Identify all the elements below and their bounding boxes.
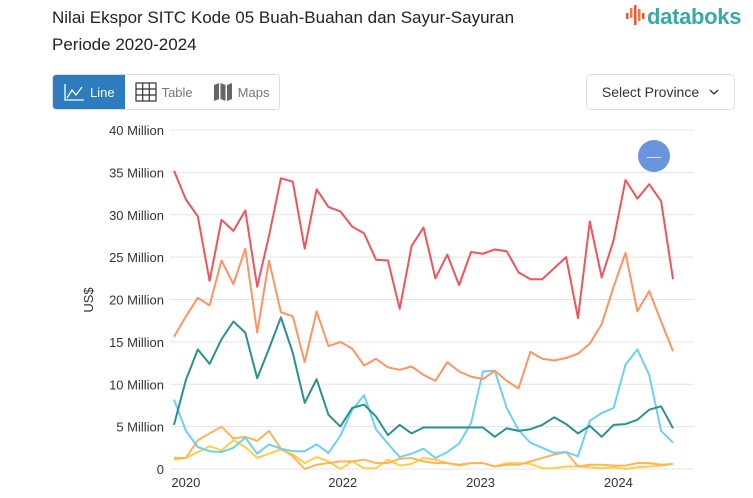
table-icon bbox=[134, 82, 157, 102]
zoom-out-label: — bbox=[647, 148, 661, 164]
tab-line-label: Line bbox=[90, 84, 115, 100]
y-tick-label: 5 Million bbox=[116, 420, 164, 435]
province-select[interactable]: Select Province bbox=[586, 74, 735, 110]
province-select-label: Select Province bbox=[601, 84, 700, 100]
y-tick-label: 0 bbox=[157, 462, 164, 477]
x-tick-label: 2020 bbox=[171, 475, 200, 490]
tab-maps-label: Maps bbox=[237, 84, 270, 100]
title-line-2: Periode 2020-2024 bbox=[52, 35, 197, 54]
view-tabs: Line Table Maps bbox=[52, 74, 281, 110]
tab-line[interactable]: Line bbox=[53, 75, 125, 109]
logo-text: databoks bbox=[647, 4, 742, 29]
series-line-5 bbox=[173, 439, 674, 470]
y-tick-label: 10 Million bbox=[109, 377, 164, 392]
y-tick-label: 40 Million bbox=[109, 123, 164, 138]
y-axis-label: US$ bbox=[81, 287, 96, 313]
line-chart-icon bbox=[64, 84, 84, 101]
series-line-0 bbox=[173, 170, 674, 320]
series-line-4 bbox=[174, 425, 674, 470]
logo-bars-icon bbox=[626, 5, 645, 25]
databoks-logo: databoks bbox=[625, 4, 741, 30]
x-tick-label: 2022 bbox=[328, 475, 357, 490]
series-line-3 bbox=[173, 348, 674, 459]
zoom-out-button[interactable]: — bbox=[638, 140, 670, 172]
y-tick-label: 35 Million bbox=[109, 165, 164, 180]
series-line-1 bbox=[173, 247, 674, 390]
y-tick-label: 30 Million bbox=[109, 208, 164, 223]
series-line-2 bbox=[173, 316, 674, 438]
map-icon bbox=[213, 83, 232, 101]
chart-title: Nilai Ekspor SITC Kode 05 Buah-Buahan da… bbox=[52, 4, 514, 58]
y-tick-label: 20 Million bbox=[109, 293, 164, 308]
tab-table[interactable]: Table bbox=[125, 75, 203, 109]
y-tick-label: 15 Million bbox=[109, 335, 164, 350]
tab-table-label: Table bbox=[161, 84, 193, 100]
x-tick-label: 2023 bbox=[466, 475, 495, 490]
y-tick-label: 25 Million bbox=[109, 250, 164, 265]
chevron-down-icon bbox=[709, 89, 719, 95]
x-tick-label: 2024 bbox=[604, 475, 633, 490]
tab-maps[interactable]: Maps bbox=[203, 75, 280, 109]
title-line-1: Nilai Ekspor SITC Kode 05 Buah-Buahan da… bbox=[52, 8, 515, 27]
